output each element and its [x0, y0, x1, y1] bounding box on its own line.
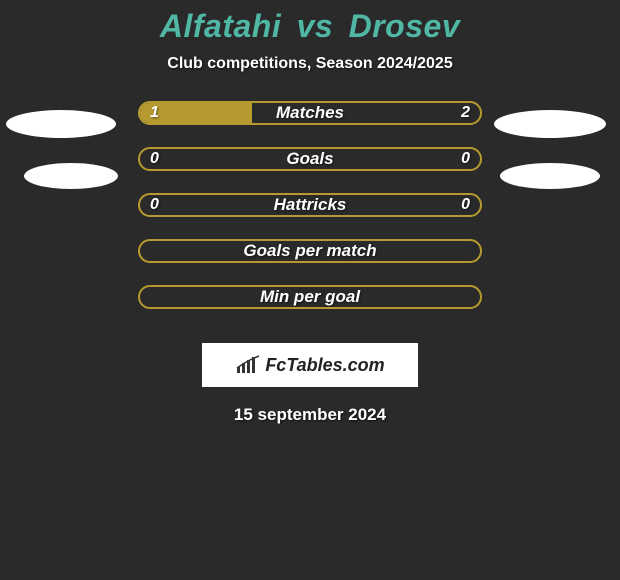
source-logo-text: FcTables.com [265, 355, 384, 376]
player1-badge-placeholder-1 [6, 110, 116, 138]
vs-label: vs [297, 8, 334, 44]
stat-row: Goals per match [138, 239, 482, 263]
comparison-card: Alfatahi vs Drosev Club competitions, Se… [0, 0, 620, 580]
stat-label: Goals per match [140, 241, 480, 261]
stat-row: 00Hattricks [138, 193, 482, 217]
stat-bars: 12Matches 00Goals 00Hattricks Goals per mat… [138, 101, 482, 331]
stat-label: Matches [140, 103, 480, 123]
source-logo: FcTables.com [235, 355, 384, 376]
player2-badge-placeholder-2 [500, 163, 600, 189]
stats-area: 12Matches 00Goals 00Hattricks Goals per mat… [0, 101, 620, 331]
bar-chart-icon [235, 355, 261, 375]
player2-badge-placeholder-1 [494, 110, 606, 138]
stat-row: Min per goal [138, 285, 482, 309]
page-title: Alfatahi vs Drosev [0, 8, 620, 45]
player1-name: Alfatahi [160, 8, 281, 44]
stat-label: Goals [140, 149, 480, 169]
stat-label: Hattricks [140, 195, 480, 215]
date-label: 15 september 2024 [0, 405, 620, 425]
source-logo-box: FcTables.com [202, 343, 418, 387]
stat-label: Min per goal [140, 287, 480, 307]
stat-row: 00Goals [138, 147, 482, 171]
player1-badge-placeholder-2 [24, 163, 118, 189]
stat-row: 12Matches [138, 101, 482, 125]
player2-name: Drosev [349, 8, 461, 44]
subtitle: Club competitions, Season 2024/2025 [0, 55, 620, 73]
